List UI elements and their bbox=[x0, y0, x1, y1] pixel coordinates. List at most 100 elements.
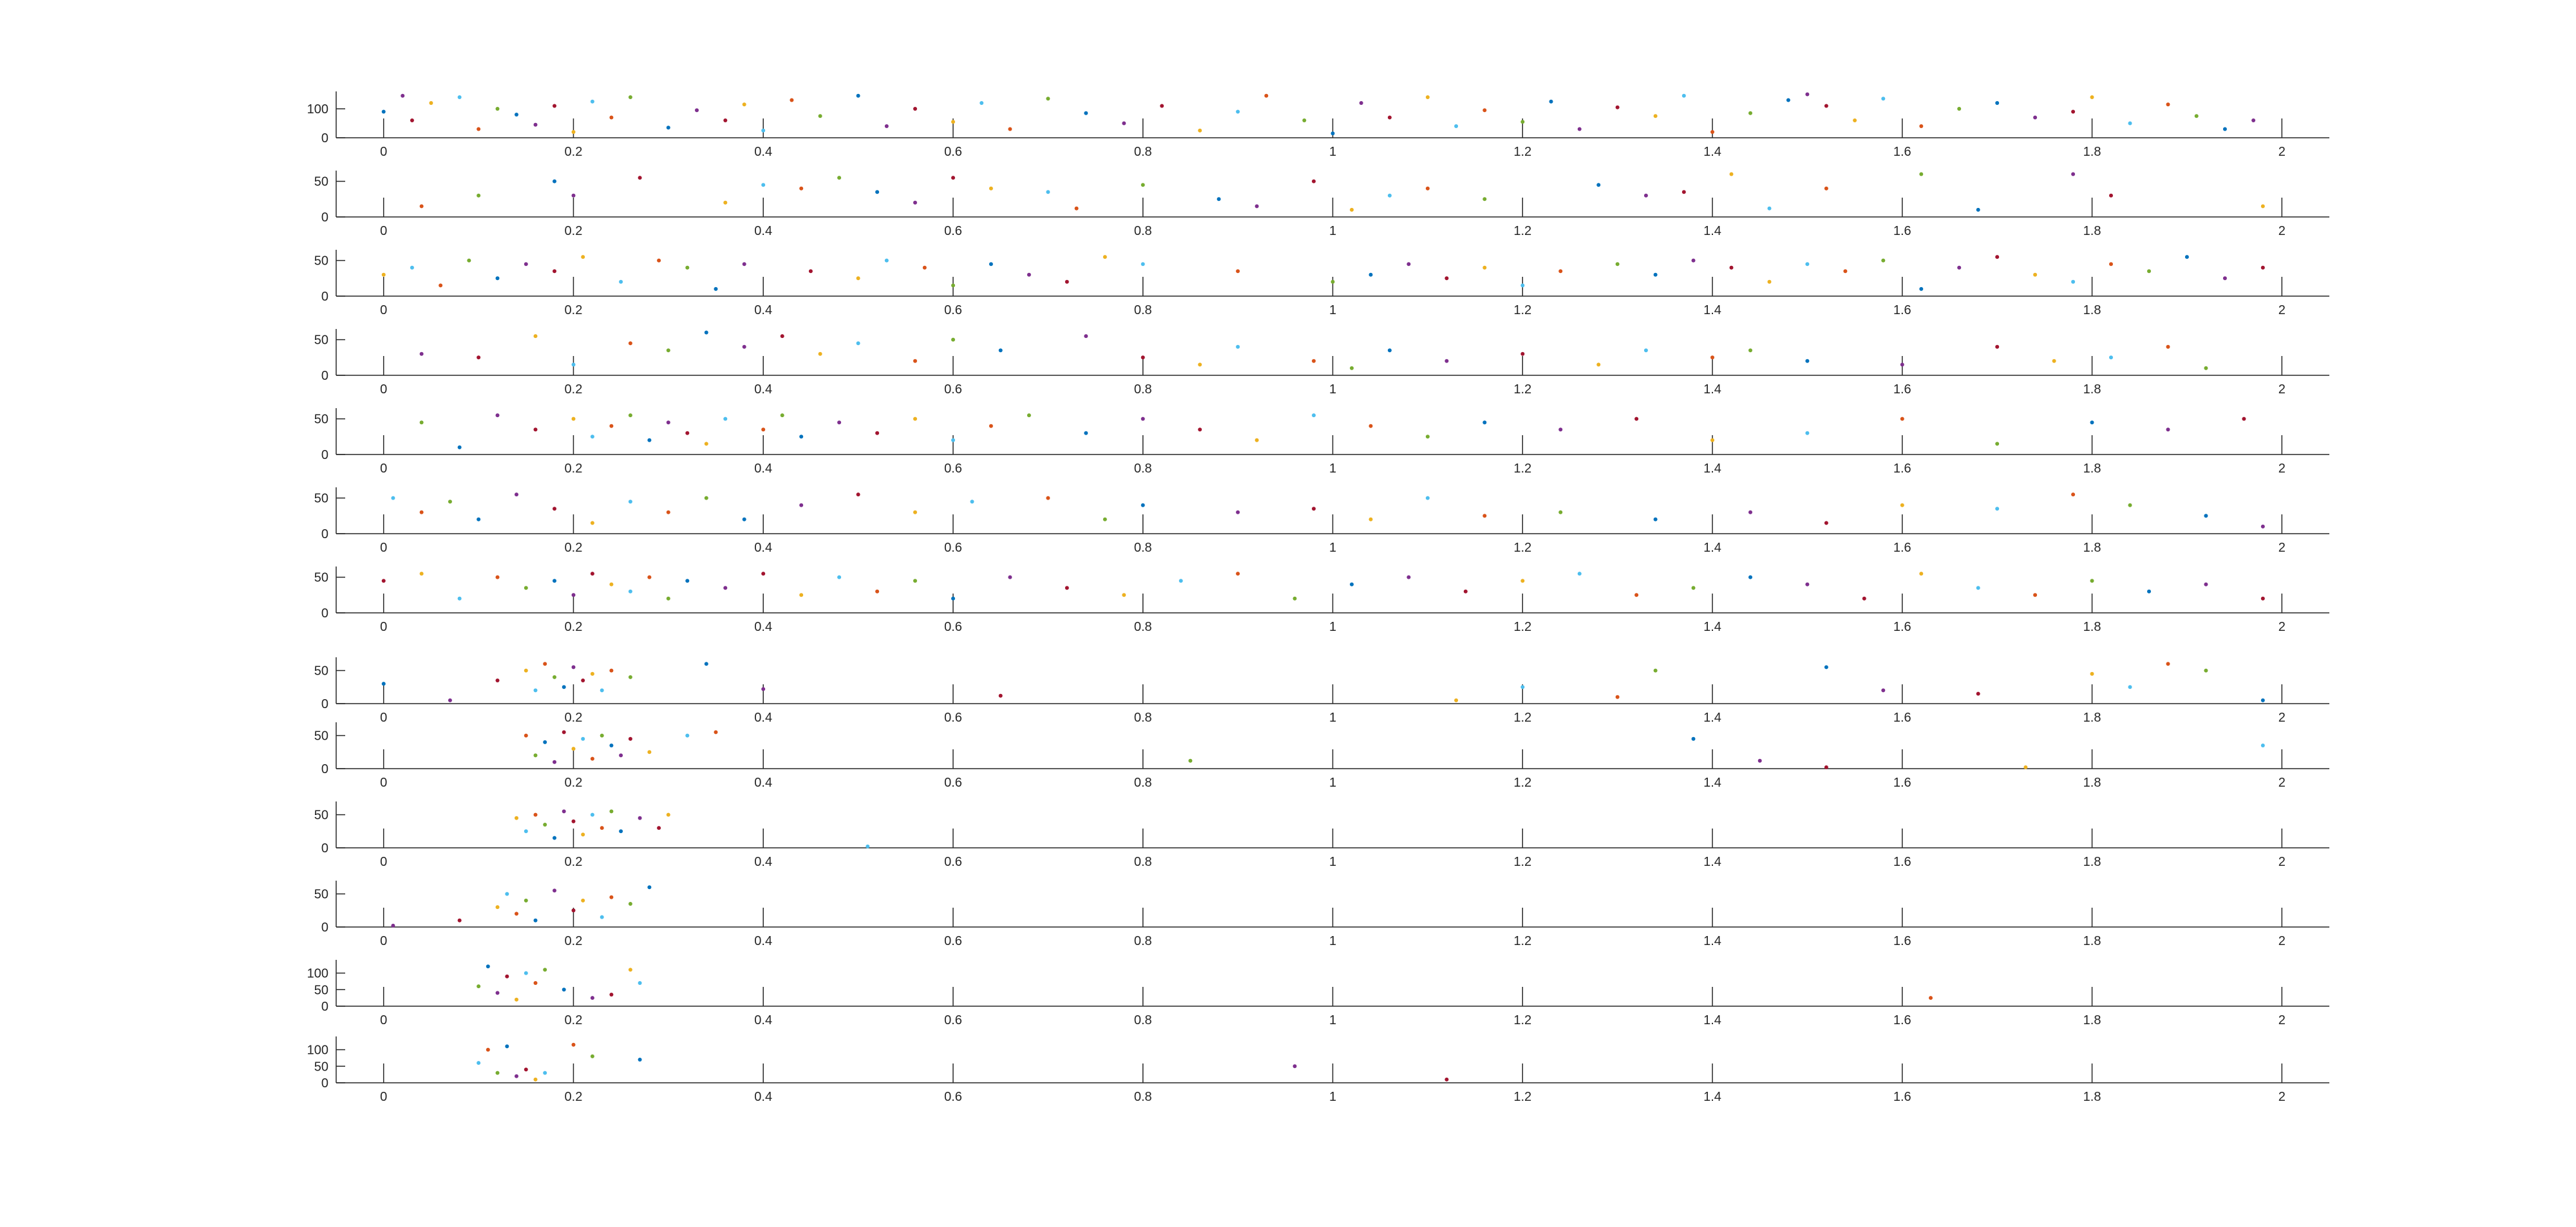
data-point bbox=[647, 575, 652, 579]
data-point bbox=[495, 107, 500, 111]
data-point bbox=[543, 740, 547, 744]
data-point bbox=[543, 968, 547, 972]
data-point bbox=[1900, 503, 1904, 507]
data-point bbox=[571, 193, 576, 198]
x-tick-label: 1.8 bbox=[2083, 934, 2101, 948]
x-tick-label: 1.2 bbox=[1513, 620, 1531, 634]
data-point bbox=[780, 334, 784, 339]
data-point bbox=[2090, 420, 2094, 425]
y-tick-label: 50 bbox=[314, 809, 328, 823]
panel-1: 0 0.2 0.4 0.6 0.8 1 1.2 1.4 1.6 1.8 2 0 100 bbox=[307, 91, 2329, 159]
data-point bbox=[1444, 359, 1449, 363]
data-point bbox=[486, 1047, 490, 1052]
x-tick-label: 2 bbox=[2278, 462, 2286, 476]
x-tick-label: 0 bbox=[380, 620, 387, 634]
x-tick-label: 0.2 bbox=[565, 462, 583, 476]
data-point bbox=[515, 113, 518, 117]
data-point bbox=[1615, 262, 1620, 267]
x-tick-label: 2 bbox=[2278, 855, 2286, 869]
x-tick-label: 0.4 bbox=[754, 620, 772, 634]
data-point bbox=[638, 1058, 642, 1062]
x-tick-label: 1.8 bbox=[2083, 711, 2101, 725]
data-point bbox=[562, 988, 566, 992]
data-point bbox=[818, 351, 822, 356]
data-point bbox=[2260, 204, 2265, 209]
data-point bbox=[1425, 435, 1430, 439]
data-point bbox=[799, 503, 804, 507]
data-point bbox=[439, 283, 443, 288]
data-point bbox=[2260, 265, 2265, 270]
panel-10: 0 0.2 0.4 0.6 0.8 1 1.2 1.4 1.6 1.8 2 0 50 bbox=[314, 801, 2329, 869]
data-point bbox=[609, 993, 614, 997]
data-point bbox=[609, 582, 614, 586]
data-point bbox=[1482, 420, 1487, 425]
data-point bbox=[1881, 688, 1886, 693]
x-tick-label: 0.2 bbox=[565, 303, 583, 317]
data-point bbox=[1549, 99, 1553, 104]
x-tick-label: 1.4 bbox=[1703, 620, 1721, 634]
x-tick-label: 1.6 bbox=[1893, 462, 1911, 476]
data-point bbox=[1236, 109, 1240, 114]
data-point bbox=[628, 95, 632, 99]
x-tick-label: 0.8 bbox=[1134, 776, 1152, 790]
data-point bbox=[2147, 589, 2151, 594]
data-point bbox=[2147, 269, 2151, 274]
x-tick-label: 1.8 bbox=[2083, 541, 2101, 555]
data-point bbox=[477, 1061, 481, 1065]
data-point bbox=[1188, 758, 1193, 763]
data-point bbox=[704, 330, 708, 335]
data-point bbox=[1520, 579, 1525, 583]
data-point bbox=[391, 923, 395, 928]
data-point bbox=[2023, 765, 2028, 769]
data-point bbox=[884, 258, 889, 263]
x-tick-label: 1.4 bbox=[1703, 303, 1721, 317]
x-tick-label: 1.8 bbox=[2083, 145, 2101, 159]
data-point bbox=[761, 572, 766, 576]
data-point bbox=[533, 753, 538, 758]
data-point bbox=[1084, 431, 1088, 435]
x-tick-label: 1.2 bbox=[1513, 1090, 1531, 1104]
data-point bbox=[590, 435, 594, 439]
data-point bbox=[818, 114, 822, 118]
data-point bbox=[628, 902, 632, 906]
x-tick-label: 0.8 bbox=[1134, 934, 1152, 948]
x-tick-label: 0.6 bbox=[944, 620, 962, 634]
x-tick-label: 2 bbox=[2278, 1013, 2286, 1027]
data-point bbox=[1065, 586, 1069, 590]
x-tick-label: 0.8 bbox=[1134, 1090, 1152, 1104]
data-point bbox=[590, 671, 594, 676]
x-tick-label: 0.2 bbox=[565, 382, 583, 397]
data-point bbox=[2222, 276, 2227, 281]
data-point bbox=[590, 756, 594, 761]
data-point bbox=[761, 427, 766, 432]
data-point bbox=[1615, 695, 1620, 699]
data-point bbox=[524, 829, 528, 834]
data-point bbox=[1643, 348, 1648, 353]
data-point bbox=[419, 420, 424, 425]
data-point bbox=[524, 668, 528, 673]
data-point bbox=[998, 348, 1003, 353]
data-point bbox=[590, 1054, 594, 1058]
y-tick-label: 0 bbox=[321, 527, 328, 541]
data-point bbox=[742, 344, 746, 349]
x-tick-label: 0.6 bbox=[944, 303, 962, 317]
data-point bbox=[495, 905, 500, 910]
data-point bbox=[2071, 109, 2076, 114]
x-tick-label: 1 bbox=[1329, 145, 1336, 159]
data-point bbox=[505, 1044, 509, 1049]
data-point bbox=[1748, 348, 1752, 353]
data-point bbox=[1482, 197, 1487, 201]
data-point bbox=[1350, 582, 1354, 586]
data-point bbox=[524, 898, 528, 903]
x-tick-label: 1.6 bbox=[1893, 934, 1911, 948]
data-point bbox=[1368, 517, 1373, 521]
data-point bbox=[1482, 265, 1487, 270]
data-point bbox=[571, 819, 576, 823]
data-point bbox=[477, 193, 481, 198]
x-tick-label: 0 bbox=[380, 224, 387, 238]
data-point bbox=[638, 816, 642, 820]
data-point bbox=[609, 744, 614, 747]
data-point bbox=[2260, 698, 2265, 702]
x-tick-label: 1 bbox=[1329, 934, 1336, 948]
x-tick-label: 1.2 bbox=[1513, 1013, 1531, 1027]
